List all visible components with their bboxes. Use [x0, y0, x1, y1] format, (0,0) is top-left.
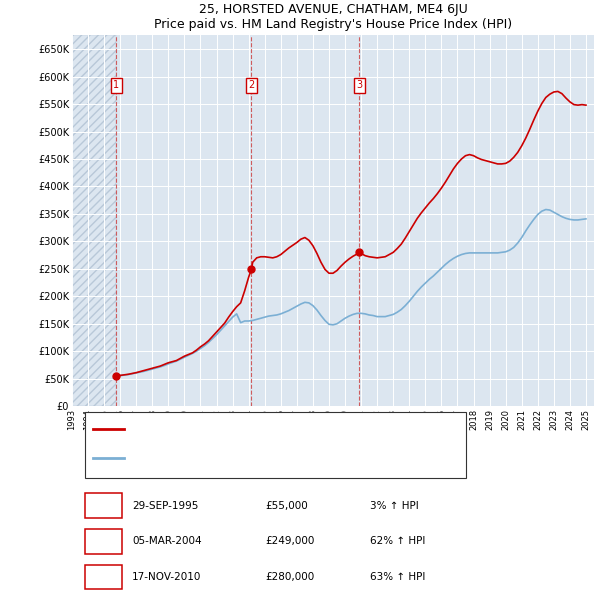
Text: £249,000: £249,000	[265, 536, 314, 546]
FancyBboxPatch shape	[85, 493, 122, 518]
Text: 1: 1	[100, 501, 107, 511]
Text: £280,000: £280,000	[265, 572, 314, 582]
Text: 2: 2	[248, 80, 254, 90]
Text: 62% ↑ HPI: 62% ↑ HPI	[370, 536, 425, 546]
Text: 05-MAR-2004: 05-MAR-2004	[132, 536, 202, 546]
FancyBboxPatch shape	[85, 412, 466, 478]
Title: 25, HORSTED AVENUE, CHATHAM, ME4 6JU
Price paid vs. HM Land Registry's House Pri: 25, HORSTED AVENUE, CHATHAM, ME4 6JU Pri…	[154, 4, 512, 31]
Text: 3: 3	[356, 80, 362, 90]
Text: £55,000: £55,000	[265, 501, 308, 511]
Text: 17-NOV-2010: 17-NOV-2010	[132, 572, 202, 582]
Text: 3: 3	[100, 572, 107, 582]
Text: 63% ↑ HPI: 63% ↑ HPI	[370, 572, 425, 582]
Text: 2: 2	[100, 536, 107, 546]
Text: 25, HORSTED AVENUE, CHATHAM, ME4 6JU (semi-detached house): 25, HORSTED AVENUE, CHATHAM, ME4 6JU (se…	[132, 425, 448, 434]
Text: 3% ↑ HPI: 3% ↑ HPI	[370, 501, 418, 511]
FancyBboxPatch shape	[85, 529, 122, 554]
FancyBboxPatch shape	[85, 565, 122, 589]
Text: 1: 1	[113, 80, 119, 90]
Text: HPI: Average price, semi-detached house, Medway: HPI: Average price, semi-detached house,…	[132, 454, 373, 463]
Text: 29-SEP-1995: 29-SEP-1995	[132, 501, 199, 511]
